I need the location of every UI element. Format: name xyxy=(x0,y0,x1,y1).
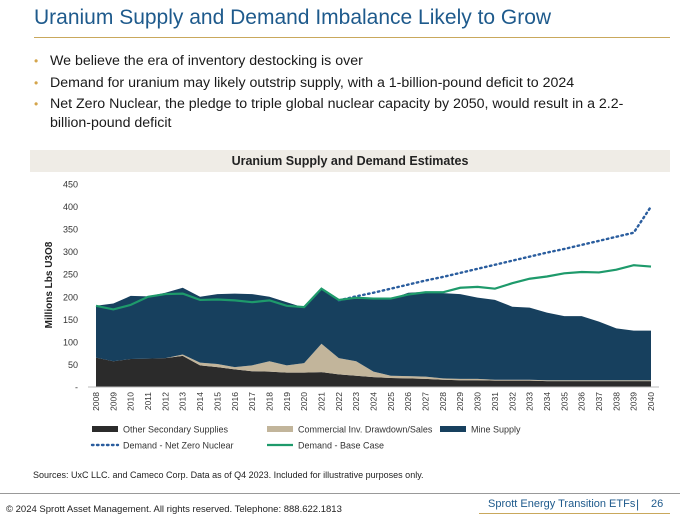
y-tick-label: 400 xyxy=(63,202,78,212)
brand-name: Sprott Energy Transition ETFs xyxy=(488,498,636,510)
x-tick-label: 2035 xyxy=(559,392,569,411)
brand-underline xyxy=(479,513,670,514)
area-series-2 xyxy=(96,287,651,381)
x-tick-label: 2040 xyxy=(646,392,656,411)
y-tick-label: 250 xyxy=(63,270,78,280)
y-tick-label: 450 xyxy=(63,180,78,190)
y-tick-label: 350 xyxy=(63,225,78,235)
x-tick-label: 2009 xyxy=(108,392,118,411)
area-series-1 xyxy=(96,343,651,382)
bullet-list: • We believe the era of inventory destock… xyxy=(34,52,654,135)
x-tick-label: 2017 xyxy=(247,392,257,411)
copyright-text: © 2024 Sprott Asset Management. All righ… xyxy=(6,504,342,515)
x-tick-label: 2032 xyxy=(507,392,517,411)
bullet-text: Net Zero Nuclear, the pledge to triple g… xyxy=(50,96,624,131)
x-tick-label: 2019 xyxy=(282,392,292,411)
x-tick-label: 2034 xyxy=(542,392,552,411)
x-tick-label: 2037 xyxy=(594,392,604,411)
x-tick-label: 2021 xyxy=(316,392,326,411)
y-axis-label: Millions Lbs U3O8 xyxy=(44,241,55,328)
x-tick-label: 2016 xyxy=(230,392,240,411)
footer-separator: | xyxy=(636,497,640,511)
x-tick-label: 2030 xyxy=(473,392,483,411)
y-tick-label: 150 xyxy=(63,315,78,325)
x-tick-label: 2039 xyxy=(629,392,639,411)
x-tick-label: 2018 xyxy=(264,392,274,411)
line-series-1 xyxy=(95,264,652,311)
y-tick-label: 50 xyxy=(68,360,78,370)
legend-label: Demand - Net Zero Nuclear xyxy=(123,441,234,451)
x-tick-label: 2020 xyxy=(299,392,309,411)
bullet-item: • Demand for uranium may likely outstrip … xyxy=(34,74,654,93)
legend-swatch xyxy=(267,426,293,432)
bullet-text: We believe the era of inventory destocki… xyxy=(50,53,363,69)
line-series-0 xyxy=(337,205,653,302)
y-tick-label: 200 xyxy=(63,292,78,302)
x-tick-label: 2022 xyxy=(334,392,344,411)
y-tick-label: 300 xyxy=(63,247,78,257)
x-tick-label: 2012 xyxy=(160,392,170,411)
slide-title: Uranium Supply and Demand Imbalance Like… xyxy=(34,6,552,29)
legend-label: Commercial Inv. Drawdown/Sales xyxy=(298,425,433,435)
y-tick-label: - xyxy=(75,383,78,393)
bullet-item: • Net Zero Nuclear, the pledge to triple … xyxy=(34,95,654,132)
y-tick-label: 100 xyxy=(63,337,78,347)
title-divider xyxy=(34,37,670,38)
x-tick-label: 2026 xyxy=(403,392,413,411)
x-tick-label: 2033 xyxy=(525,392,535,411)
sources-note: Sources: UxC LLC. and Cameco Corp. Data … xyxy=(33,470,424,480)
legend-label: Other Secondary Supplies xyxy=(123,425,229,435)
x-tick-label: 2029 xyxy=(455,392,465,411)
x-tick-label: 2036 xyxy=(577,392,587,411)
legend-label: Mine Supply xyxy=(471,425,521,435)
x-tick-label: 2010 xyxy=(126,392,136,411)
chart-title: Uranium Supply and Demand Estimates xyxy=(30,150,670,172)
x-tick-label: 2028 xyxy=(438,392,448,411)
bullet-marker: • xyxy=(34,75,39,90)
x-tick-label: 2015 xyxy=(212,392,222,411)
page-number: 26 xyxy=(651,498,664,510)
x-tick-label: 2024 xyxy=(369,392,379,411)
bullet-marker: • xyxy=(34,97,39,111)
x-tick-label: 2014 xyxy=(195,392,205,411)
x-tick-label: 2025 xyxy=(386,392,396,411)
x-tick-label: 2013 xyxy=(178,392,188,411)
legend-swatch xyxy=(440,426,466,432)
bullet-item: • We believe the era of inventory destock… xyxy=(34,52,654,71)
area-series-0 xyxy=(96,355,651,387)
footer-divider xyxy=(0,493,680,494)
legend-swatch xyxy=(92,426,118,432)
bullet-text: Demand for uranium may likely outstrip s… xyxy=(50,74,575,91)
x-tick-label: 2011 xyxy=(143,392,153,411)
x-tick-label: 2023 xyxy=(351,392,361,411)
supply-demand-chart: - 50 100 150 200 250 300 350 400 450 Millions Lbs … xyxy=(44,180,659,451)
x-tick-label: 2008 xyxy=(91,392,101,411)
x-tick-label: 2027 xyxy=(421,392,431,411)
bullet-marker: • xyxy=(34,54,39,68)
x-tick-label: 2031 xyxy=(490,392,500,411)
legend-label: Demand - Base Case xyxy=(298,441,384,451)
x-tick-label: 2038 xyxy=(611,392,621,411)
